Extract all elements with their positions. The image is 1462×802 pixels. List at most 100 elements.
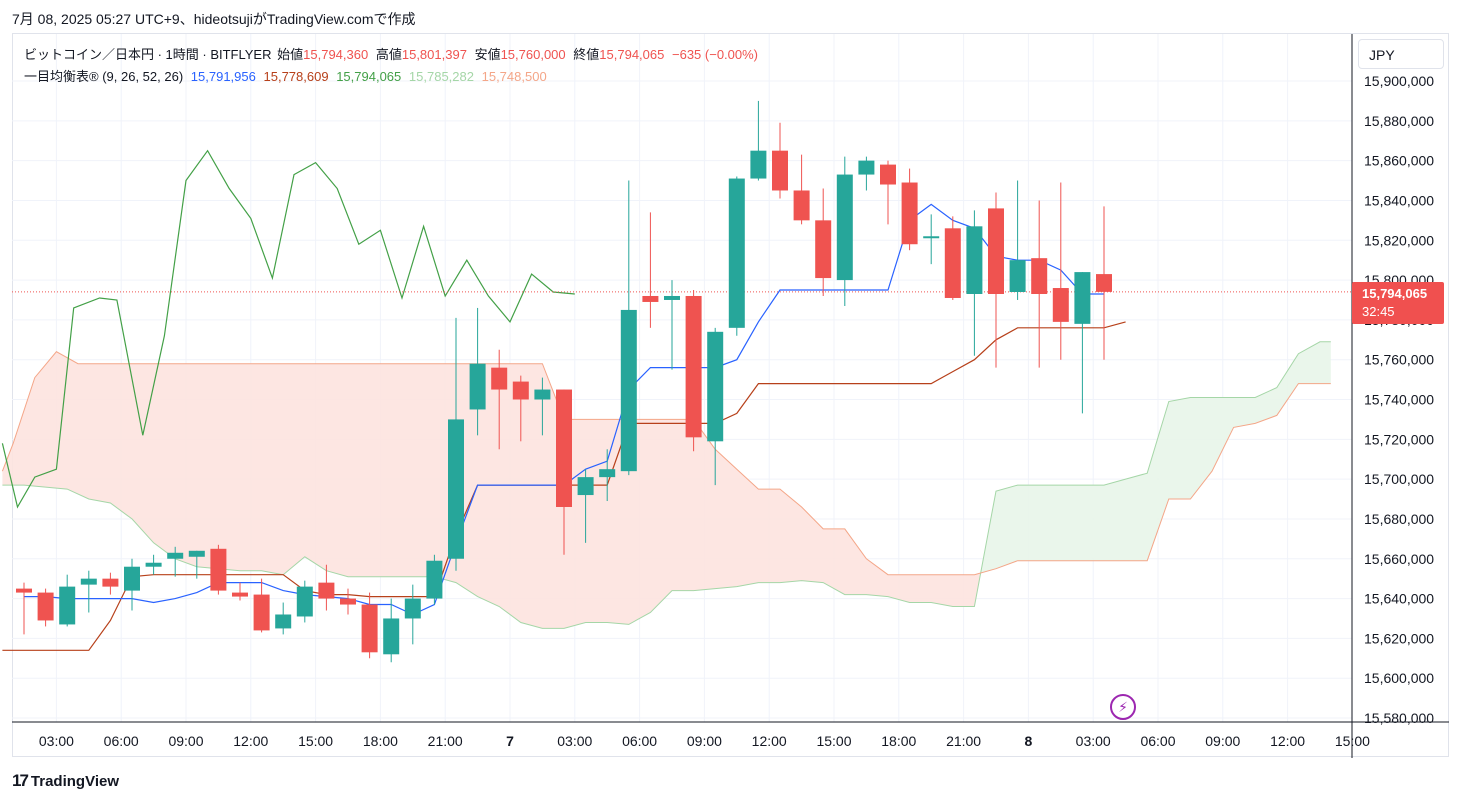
bullish-candle: [404, 598, 421, 619]
bullish-candle: [599, 469, 616, 478]
ichimoku-cloud: [2, 341, 1331, 629]
x-tick-label: 12:00: [233, 733, 268, 749]
bullish-cloud: [979, 341, 1331, 578]
legend-symbol[interactable]: ビットコイン／日本円 · 1時間 · BITFLYER: [24, 47, 272, 62]
bullish-candle: [923, 236, 940, 239]
bullish-candle: [664, 295, 680, 300]
bullish-candle: [858, 160, 875, 175]
y-tick-label: 15,860,000: [1364, 153, 1434, 169]
x-tick-label: 03:00: [557, 733, 592, 749]
x-tick-label: 21:00: [428, 733, 463, 749]
y-tick-label: 15,680,000: [1364, 511, 1434, 527]
x-tick-label: 8: [1025, 733, 1033, 749]
y-tick-label: 15,640,000: [1364, 591, 1434, 607]
currency-button[interactable]: JPY: [1358, 39, 1444, 69]
bullish-candle: [1009, 260, 1026, 293]
bearish-candle: [102, 578, 119, 587]
x-tick-label: 09:00: [1205, 733, 1240, 749]
legend-change: −635 (−0.00%): [672, 47, 759, 62]
bullish-candle: [448, 419, 464, 559]
bullish-candle: [145, 562, 162, 567]
bearish-candle: [253, 594, 270, 631]
bullish-candle: [966, 226, 983, 294]
tv-logo-mark-icon: 17: [12, 771, 29, 790]
x-tick-label: 12:00: [752, 733, 787, 749]
bullish-candle: [383, 618, 400, 655]
x-tick-label: 03:00: [1076, 733, 1111, 749]
bullish-candle: [167, 552, 184, 559]
bearish-candle: [210, 548, 227, 591]
x-tick-label: 15:00: [816, 733, 851, 749]
tradingview-logo[interactable]: 17 TradingView: [12, 771, 119, 791]
bullish-candle: [124, 566, 140, 591]
last-price-tag: 15,794,065 32:45: [1352, 282, 1444, 324]
bullish-candle: [469, 363, 486, 410]
bearish-candle: [37, 592, 54, 621]
brand-name: TradingView: [30, 772, 120, 790]
y-tick-label: 15,720,000: [1364, 431, 1434, 447]
y-tick-label: 15,880,000: [1364, 113, 1434, 129]
legend-close-label: 終値: [573, 47, 600, 62]
bearish-candle: [512, 381, 529, 400]
legend-high-label: 高値: [375, 47, 402, 62]
bearish-candle: [556, 389, 572, 507]
legend-open-value: 15,794,360: [303, 47, 369, 62]
bullish-candle: [750, 150, 767, 179]
x-tick-label: 06:00: [1140, 733, 1175, 749]
chart-caption: 7月 08, 2025 05:27 UTC+9、hideotsujiがTradi…: [12, 11, 416, 27]
bearish-candle: [340, 598, 356, 605]
legend-indicator-row: 一目均衡表® (9, 26, 52, 26) 15,791,956 15,778…: [24, 66, 551, 85]
legend-close-value: 15,794,065: [599, 47, 665, 62]
y-tick-label: 15,820,000: [1364, 232, 1434, 248]
bearish-candle: [772, 150, 788, 191]
bullish-candle: [577, 477, 594, 496]
x-tick-label: 18:00: [363, 733, 398, 749]
bearish-candle: [318, 582, 335, 599]
bearish-candle: [491, 367, 508, 390]
chart-frame: [12, 33, 1449, 757]
bearish-candle: [815, 220, 832, 279]
x-tick-label: 09:00: [687, 733, 722, 749]
legend-ohlc-row: ビットコイン／日本円 · 1時間 · BITFLYER 始値15,794,360…: [24, 44, 762, 63]
bullish-candle: [296, 586, 313, 617]
legend-span-a-value: 15,785,282: [408, 69, 474, 84]
bullish-candle: [188, 550, 205, 557]
x-tick-label: 21:00: [946, 733, 981, 749]
x-tick-label: 06:00: [622, 733, 657, 749]
legend-tenkan-value: 15,791,956: [190, 69, 256, 84]
bearish-candle: [793, 190, 810, 221]
y-tick-label: 15,580,000: [1364, 710, 1434, 726]
bearish-cloud: [2, 351, 980, 629]
flash-icon[interactable]: ⚡: [1110, 694, 1136, 720]
indicator-name[interactable]: 一目均衡表®: [24, 69, 99, 84]
y-tick-label: 15,840,000: [1364, 192, 1434, 208]
x-tick-label: 18:00: [881, 733, 916, 749]
legend-low-value: 15,760,000: [500, 47, 566, 62]
y-tick-label: 15,700,000: [1364, 471, 1434, 487]
candles: [16, 100, 1112, 663]
y-tick-label: 15,660,000: [1364, 551, 1434, 567]
bullish-candle: [728, 178, 745, 328]
legend-span-b-value: 15,748,500: [481, 69, 547, 84]
x-tick-label: 06:00: [104, 733, 139, 749]
bearish-candle: [1096, 274, 1112, 292]
bullish-candle: [80, 578, 97, 585]
indicator-params: (9, 26, 52, 26): [102, 69, 184, 84]
bullish-candle: [836, 174, 853, 281]
bearish-candle: [232, 592, 248, 597]
bar-countdown: 32:45: [1362, 304, 1395, 319]
x-tick-label: 15:00: [1335, 733, 1370, 749]
y-tick-label: 15,600,000: [1364, 670, 1434, 686]
last-price-value: 15,794,065: [1362, 286, 1428, 301]
x-tick-label: 12:00: [1270, 733, 1305, 749]
bearish-candle: [1031, 258, 1048, 294]
axes: 15,580,000 15,600,000 15,620,000 15,640,000…: [12, 34, 1449, 758]
bullish-candle: [534, 389, 551, 400]
bearish-candle: [16, 588, 32, 593]
bullish-candle: [707, 331, 724, 442]
bearish-candle: [685, 295, 702, 438]
bearish-candle: [642, 295, 659, 302]
bearish-candle: [1052, 288, 1069, 322]
legend-low-label: 安値: [474, 47, 501, 62]
